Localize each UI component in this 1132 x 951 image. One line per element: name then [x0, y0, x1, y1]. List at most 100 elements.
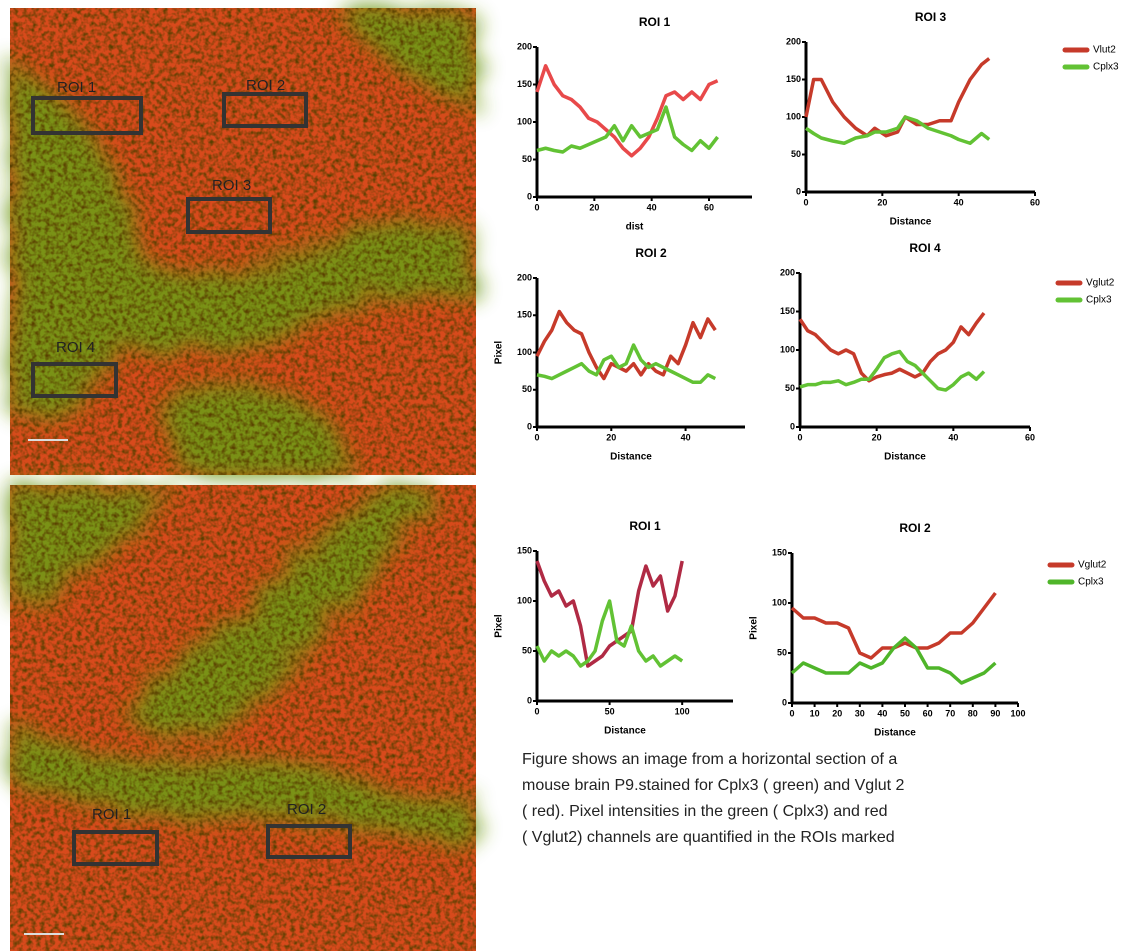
- x-tick-label: 0: [534, 706, 539, 716]
- x-axis-label: Distance: [890, 217, 932, 228]
- x-tick-label: 30: [855, 708, 865, 718]
- y-tick-label: 100: [517, 347, 532, 357]
- y-axis-label: Pixel: [494, 341, 505, 365]
- x-tick-label: 20: [877, 197, 887, 207]
- x-tick-label: 50: [900, 708, 910, 718]
- micrograph-top: ROI 1 ROI 2 ROI 3 ROI 4: [10, 8, 476, 475]
- x-tick-label: 60: [923, 708, 933, 718]
- x-tick-label: 40: [954, 197, 964, 207]
- y-tick-label: 200: [786, 36, 801, 46]
- y-tick-label: 100: [780, 344, 795, 354]
- data-line: [537, 312, 715, 379]
- y-tick-label: 150: [517, 79, 532, 89]
- data-line: [537, 561, 682, 666]
- y-tick-label: 150: [517, 545, 532, 555]
- caption-line: ( red). Pixel intensities in the green (…: [522, 803, 888, 820]
- y-tick-label: 0: [527, 191, 532, 201]
- x-tick-label: 60: [1025, 432, 1035, 442]
- data-line: [806, 59, 989, 136]
- chart-title: ROI 2: [635, 246, 667, 260]
- legend-label: Vglut2: [1086, 278, 1115, 289]
- x-axis-label: Distance: [874, 728, 916, 739]
- y-tick-label: 0: [527, 695, 532, 705]
- y-tick-label: 0: [527, 421, 532, 431]
- x-tick-label: 100: [675, 706, 690, 716]
- x-tick-label: 0: [803, 197, 808, 207]
- x-tick-label: 60: [704, 202, 714, 212]
- y-tick-label: 150: [786, 74, 801, 84]
- x-tick-label: 40: [877, 708, 887, 718]
- y-tick-label: 0: [782, 697, 787, 707]
- legend-label: Cplx3: [1093, 62, 1119, 73]
- data-line: [537, 345, 715, 382]
- x-tick-label: 40: [681, 432, 691, 442]
- roi-label: ROI 4: [56, 339, 95, 356]
- y-tick-label: 150: [780, 306, 795, 316]
- roi-label: ROI 2: [246, 77, 285, 94]
- legend-label: Vlut2: [1093, 45, 1116, 56]
- y-tick-label: 100: [786, 111, 801, 121]
- y-tick-label: 0: [796, 186, 801, 196]
- data-line: [537, 66, 718, 156]
- legend-label: Cplx3: [1078, 577, 1104, 588]
- roi-label: ROI 1: [92, 806, 131, 823]
- y-tick-label: 50: [777, 647, 787, 657]
- y-tick-label: 50: [522, 154, 532, 164]
- y-axis-label: Pixel: [749, 616, 760, 640]
- x-axis-label: Distance: [604, 726, 646, 737]
- x-tick-label: 0: [534, 202, 539, 212]
- data-line: [537, 107, 718, 152]
- caption-line: mouse brain P9.stained for Cplx3 ( green…: [522, 777, 905, 794]
- micrograph-bottom: ROI 1 ROI 2: [10, 485, 476, 951]
- x-tick-label: 0: [797, 432, 802, 442]
- x-tick-label: 0: [534, 432, 539, 442]
- data-line: [537, 601, 682, 666]
- data-line: [800, 352, 984, 391]
- y-axis-label: Pixel: [494, 614, 505, 638]
- y-tick-label: 50: [522, 645, 532, 655]
- x-tick-label: 90: [990, 708, 1000, 718]
- y-tick-label: 50: [522, 384, 532, 394]
- x-tick-label: 20: [589, 202, 599, 212]
- y-tick-label: 100: [517, 116, 532, 126]
- roi-label: ROI 2: [287, 801, 326, 818]
- x-axis-label: dist: [626, 222, 644, 233]
- data-line: [800, 313, 984, 381]
- data-line: [792, 638, 995, 683]
- x-axis-label: Distance: [610, 452, 652, 463]
- x-tick-label: 20: [872, 432, 882, 442]
- y-tick-label: 100: [772, 597, 787, 607]
- x-tick-label: 80: [968, 708, 978, 718]
- y-tick-label: 200: [517, 41, 532, 51]
- x-tick-label: 50: [605, 706, 615, 716]
- x-tick-label: 40: [647, 202, 657, 212]
- chart-title: ROI 1: [629, 519, 661, 533]
- y-tick-label: 150: [517, 310, 532, 320]
- y-tick-label: 50: [785, 383, 795, 393]
- x-tick-label: 100: [1010, 708, 1025, 718]
- y-tick-label: 50: [791, 149, 801, 159]
- legend-label: Cplx3: [1086, 295, 1112, 306]
- chart-title: ROI 2: [899, 521, 931, 535]
- x-tick-label: 10: [810, 708, 820, 718]
- x-tick-label: 0: [789, 708, 794, 718]
- x-tick-label: 20: [606, 432, 616, 442]
- y-tick-label: 0: [790, 421, 795, 431]
- chart-title: ROI 4: [909, 241, 941, 255]
- x-tick-label: 60: [1030, 197, 1040, 207]
- y-tick-label: 200: [517, 272, 532, 282]
- chart-title: ROI 3: [915, 10, 947, 24]
- roi-label: ROI 1: [57, 79, 96, 96]
- legend-label: Vglut2: [1078, 560, 1107, 571]
- x-axis-label: Distance: [884, 452, 926, 463]
- roi-label: ROI 3: [212, 177, 251, 194]
- x-tick-label: 70: [945, 708, 955, 718]
- caption-line: Figure shows an image from a horizontal …: [522, 751, 897, 768]
- y-tick-label: 150: [772, 547, 787, 557]
- y-tick-label: 200: [780, 267, 795, 277]
- caption-line: ( Vglut2) channels are quantified in the…: [522, 829, 895, 846]
- x-tick-label: 20: [832, 708, 842, 718]
- chart-title: ROI 1: [639, 15, 671, 29]
- x-tick-label: 40: [948, 432, 958, 442]
- figure: ROI 1 ROI 2 ROI 3 ROI 4 ROI 1 ROI 2 Figu…: [0, 0, 1132, 951]
